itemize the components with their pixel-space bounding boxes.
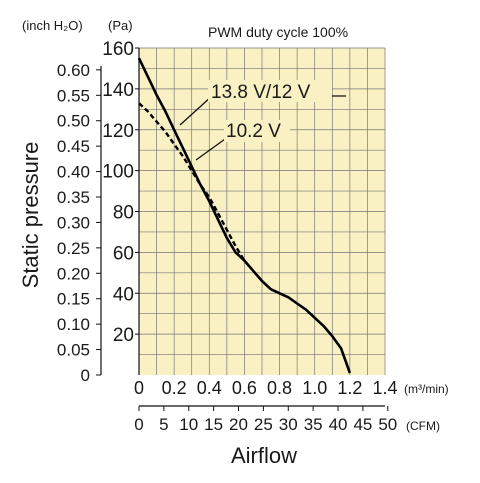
legend-label-solid: 13.8 V/12 V <box>211 82 311 103</box>
units-right-label: (Pa) <box>108 18 133 33</box>
x-units-top-label: (m³/min) <box>404 382 449 396</box>
tick-label-inh2o: 0.45 <box>57 137 90 156</box>
grid <box>139 47 386 375</box>
tick-label-cfm: 50 <box>378 415 397 434</box>
tick-label-pa: 40 <box>113 284 134 305</box>
tick-label-m3min: 1.0 <box>302 378 327 398</box>
tick-label-inh2o: 0.55 <box>57 86 90 105</box>
tick-label-cfm: 40 <box>329 415 348 434</box>
x-units-bottom-label: (CFM) <box>406 419 440 433</box>
tick-label-inh2o: 0.35 <box>57 188 90 207</box>
tick-label-inh2o: 0.50 <box>57 112 90 131</box>
tick-label-inh2o: 0.10 <box>57 315 90 334</box>
tick-label-cfm: 0 <box>134 415 143 434</box>
tick-label-inh2o: 0.25 <box>57 239 90 258</box>
series-line-dashed <box>138 102 246 262</box>
legend-callout-solid: 13.8 V/12 V <box>179 80 346 126</box>
tick-label-pa: 80 <box>113 203 134 224</box>
series-line-solid <box>137 57 352 374</box>
tick-label-inh2o: 0.15 <box>57 290 90 309</box>
legend-callout-dashed: 10.2 V <box>195 120 290 161</box>
tick-label-pa: 100 <box>102 162 134 183</box>
tick-label-m3min: 0.6 <box>232 378 257 398</box>
tick-label-cfm: 5 <box>159 415 168 434</box>
axes <box>96 47 389 411</box>
legend-label-dashed: 10.2 V <box>226 121 281 142</box>
tick-label-pa: 120 <box>102 121 134 142</box>
tick-label-pa: 60 <box>113 243 134 264</box>
tick-label-m3min: 1.4 <box>372 378 397 398</box>
series-lines <box>137 57 352 374</box>
tick-label-m3min: 0 <box>134 378 144 398</box>
tick-label-inh2o: 0.30 <box>57 213 90 232</box>
tick-label-cfm: 15 <box>204 415 223 434</box>
tick-label-pa: 140 <box>102 80 134 101</box>
tick-label-cfm: 45 <box>353 415 372 434</box>
tick-label-inh2o: 0 <box>81 366 90 385</box>
tick-label-cfm: 10 <box>179 415 198 434</box>
tick-label-cfm: 30 <box>279 415 298 434</box>
tick-label-inh2o: 0.40 <box>57 163 90 182</box>
x-axis-label: Airflow <box>231 443 297 468</box>
tick-labels: 2040608010012014016000.050.100.150.200.2… <box>57 39 398 434</box>
tick-label-m3min: 0.2 <box>162 378 187 398</box>
units-left-label: (inch H₂O) <box>22 18 83 33</box>
tick-label-inh2o: 0.20 <box>57 264 90 283</box>
tick-label-cfm: 25 <box>254 415 273 434</box>
tick-label-cfm: 20 <box>229 415 248 434</box>
tick-label-cfm: 35 <box>304 415 323 434</box>
y-axis-label: Static pressure <box>18 142 43 289</box>
tick-label-pa: 160 <box>102 39 134 60</box>
tick-label-m3min: 0.8 <box>267 378 292 398</box>
tick-label-m3min: 0.4 <box>197 378 222 398</box>
tick-label-inh2o: 0.05 <box>57 341 90 360</box>
tick-label-pa: 20 <box>113 325 134 346</box>
tick-label-inh2o: 0.60 <box>57 61 90 80</box>
tick-label-m3min: 1.2 <box>337 378 362 398</box>
chart-title: PWM duty cycle 100% <box>208 24 348 40</box>
